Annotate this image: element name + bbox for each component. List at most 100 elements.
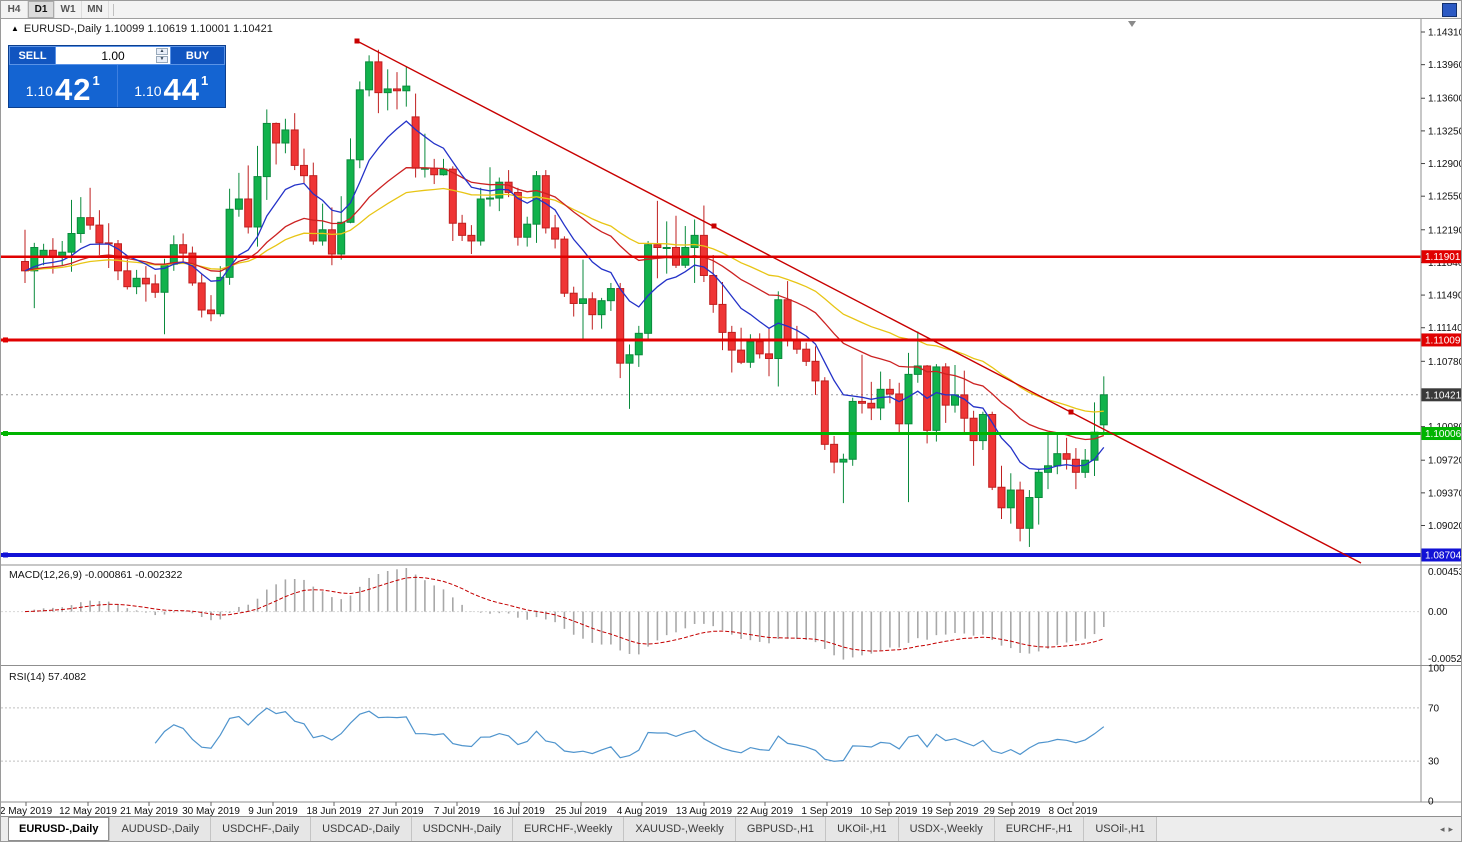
candle-body [551,227,560,240]
candle-body [997,486,1006,509]
candle-body [197,282,206,311]
macd-signal-line [24,576,1104,652]
candle-body [151,283,160,293]
candle-body [569,292,578,304]
level-price-badge-text: 1.08704 [1425,550,1462,561]
chart-canvas[interactable]: MACD(12,26,9) -0.000861 -0.002322 RSI(14… [1,18,1462,818]
candle-body [718,303,727,333]
candles-layer [21,49,1108,547]
candle-body [820,380,829,445]
chart-tab[interactable]: UKOil-,H1 [826,817,899,841]
chart-tab[interactable]: XAUUSD-,Weekly [624,817,736,841]
dock-panel-icon[interactable] [1442,3,1457,17]
candle-body [904,373,913,425]
candle-body [848,400,857,460]
buy-price-pips: 44 [163,72,200,108]
current-price-badge-text: 1.10421 [1425,390,1462,401]
date-label: 25 Jul 2019 [555,806,607,817]
moving-average-10 [24,120,1105,470]
candle-body [746,341,755,363]
candle-body [21,260,29,272]
rsi-layer: 100 70 30 0 [1,664,1445,808]
candle-body [858,400,866,404]
chart-tab[interactable]: EURUSD-,Daily [8,817,111,841]
candle-body [290,129,299,166]
sell-button[interactable]: SELL [9,46,56,65]
sell-price-pips: 42 [55,72,92,108]
volume-up-button[interactable]: ▲ [156,48,168,55]
chart-tab[interactable]: EURCHF-,Weekly [512,817,625,841]
date-label: 2 May 2019 [1,806,53,817]
sell-price-point: 1 [92,73,100,88]
chart-tab[interactable]: AUDUSD-,Daily [110,817,212,841]
candle-body [765,353,773,360]
candle-body [606,288,615,302]
timeframe-button-w1[interactable]: W1 [55,1,82,18]
candle-body [644,244,653,334]
rsi-label: RSI(14) 57.4082 [9,671,86,683]
candle-body [755,341,764,355]
macd-axis-label: 0.00 [1428,607,1448,618]
candle-body [1099,394,1108,426]
candle-body [634,332,643,356]
candle-body [123,270,132,288]
candle-body [774,299,783,360]
price-tick-label: 1.12190 [1428,225,1462,236]
date-label: 29 Sep 2019 [984,806,1041,817]
volume-down-button[interactable]: ▼ [156,56,168,63]
candle-body [811,360,820,382]
buy-price-prefix: 1.10 [134,83,162,99]
chart-tab[interactable]: EURCHF-,H1 [994,817,1085,841]
candle-body [458,222,467,236]
tab-scroll-right-icon[interactable]: ▸ [1448,823,1453,834]
candle-body [393,88,401,92]
macd-layer: 0.004536 0.00 -0.005205 [1,567,1461,665]
price-tick-label: 1.09370 [1428,488,1462,499]
candle-body [355,89,364,161]
chart-tab[interactable]: USDX-,Weekly [898,817,995,841]
date-label: 13 Aug 2019 [676,806,733,817]
toolbar-separator [113,3,114,16]
candle-body [411,116,420,169]
price-tick-label: 1.11140 [1428,323,1462,334]
date-label: 19 Sep 2019 [922,806,979,817]
candle-body [690,234,699,248]
candle-body [225,208,234,278]
candle-body [253,176,262,228]
chart-tab[interactable]: USOil-,H1 [1084,817,1157,841]
buy-button[interactable]: BUY [170,46,225,65]
price-tick-label: 1.13250 [1428,126,1462,137]
date-label: 30 May 2019 [182,806,240,817]
timeframe-button-h4[interactable]: H4 [1,1,28,18]
candle-body [169,244,178,265]
price-tick-label: 1.12900 [1428,159,1462,170]
candle-body [30,246,39,272]
level-price-badge-text: 1.11901 [1425,252,1461,263]
candle-body [783,299,792,341]
chart-tab[interactable]: USDCNH-,Daily [411,817,513,841]
timeframe-buttons: H4 D1 W1 MN [1,1,109,18]
candle-body [188,252,197,284]
tab-scroll-buttons: ◂ ▸ [1432,817,1461,841]
descending-trendline[interactable] [356,40,1362,564]
candle-body [709,274,718,305]
tab-scroll-left-icon[interactable]: ◂ [1439,823,1445,834]
timeframe-button-mn[interactable]: MN [82,1,109,18]
chart-title: ▲ EURUSD-,Daily 1.10099 1.10619 1.10001 … [11,23,273,35]
sell-price[interactable]: 1.10 42 1 [9,65,118,107]
level-handle [3,337,8,343]
rsi-axis-label: 70 [1428,703,1440,714]
candle-body [244,198,253,228]
candle-body [346,159,355,223]
chart-tab[interactable]: USDCHF-,Daily [211,817,312,841]
chart-tab[interactable]: USDCAD-,Daily [311,817,412,841]
candle-body [300,164,308,177]
chart-tabs: EURUSD-,Daily AUDUSD-,Daily USDCHF-,Daily U… [8,817,1157,841]
buy-price[interactable]: 1.10 44 1 [118,65,226,107]
chart-tab[interactable]: GBPUSD-,H1 [735,817,827,841]
candle-body [960,394,969,419]
timeframe-button-d1[interactable]: D1 [28,1,55,18]
candle-body [179,244,188,254]
volume-input[interactable]: 1.00 ▲ ▼ [56,46,170,65]
candle-body [448,168,457,224]
